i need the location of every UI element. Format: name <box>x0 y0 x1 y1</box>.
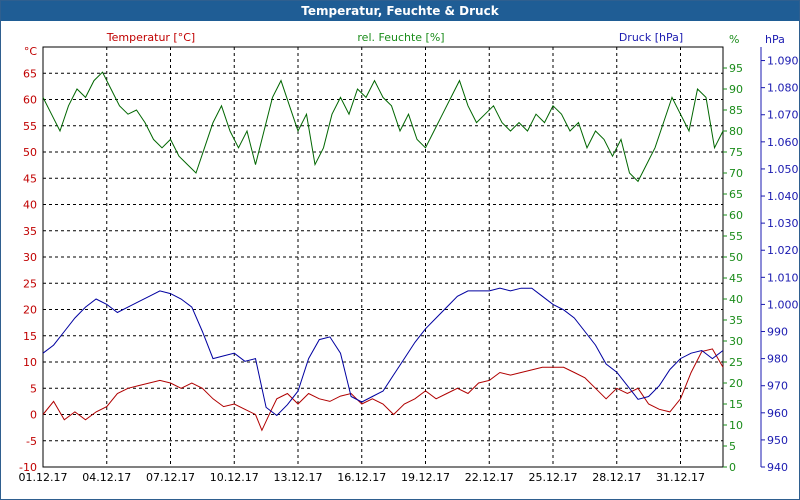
x-tick-label: 31.12.17 <box>656 471 705 484</box>
humidity-tick-label: 10 <box>729 419 743 432</box>
pressure-tick-label: 1.010 <box>767 271 799 284</box>
pressure-tick-label: 1.000 <box>767 298 799 311</box>
pressure-tick-label: 980 <box>767 353 788 366</box>
temperature-tick-label: 30 <box>23 251 37 264</box>
humidity-tick-label: 35 <box>729 314 743 327</box>
x-tick-label: 22.12.17 <box>465 471 514 484</box>
humidity-tick-label: 25 <box>729 356 743 369</box>
pressure-tick-label: 1.090 <box>767 55 799 68</box>
humidity-tick-label: 85 <box>729 104 743 117</box>
temperature-tick-label: 45 <box>23 172 37 185</box>
legend: Temperatur [°C] rel. Feuchte [%] Druck [hP… <box>106 31 683 44</box>
x-tick-label: 07.12.17 <box>146 471 195 484</box>
x-tick-label: 04.12.17 <box>82 471 131 484</box>
legend-entry-humidity: rel. Feuchte [%] <box>357 31 444 44</box>
pressure-tick-label: 950 <box>767 434 788 447</box>
x-tick-label: 19.12.17 <box>401 471 450 484</box>
humidity-tick-label: 0 <box>729 461 736 474</box>
humidity-tick-label: 95 <box>729 62 743 75</box>
x-tick-label: 13.12.17 <box>274 471 323 484</box>
humidity-tick-label: 15 <box>729 398 743 411</box>
pressure-tick-label: 1.060 <box>767 136 799 149</box>
humidity-tick-label: 75 <box>729 146 743 159</box>
temperature-tick-label: 60 <box>23 94 37 107</box>
temperature-tick-label: 5 <box>30 382 37 395</box>
x-tick-label: 16.12.17 <box>337 471 386 484</box>
x-tick-label: 10.12.17 <box>210 471 259 484</box>
x-tick-label: 28.12.17 <box>592 471 641 484</box>
grid-lines <box>43 47 723 468</box>
series-group <box>42 71 724 432</box>
humidity-tick-label: 5 <box>729 440 736 453</box>
humidity-tick-label: 70 <box>729 167 743 180</box>
pressure-tick-label: 1.080 <box>767 82 799 95</box>
temperature-tick-label: 10 <box>23 356 37 369</box>
humidity-line <box>42 71 724 183</box>
pressure-tick-label: 1.070 <box>767 109 799 122</box>
pressure-tick-label: 1.050 <box>767 163 799 176</box>
temperature-tick-label: 15 <box>23 330 37 343</box>
humidity-tick-label: 60 <box>729 209 743 222</box>
chart-title: Temperatur, Feuchte & Druck <box>1 1 799 21</box>
temperature-tick-label: 35 <box>23 225 37 238</box>
temperature-tick-label: 50 <box>23 146 37 159</box>
pressure-tick-label: 960 <box>767 407 788 420</box>
pressure-tick-label: 970 <box>767 380 788 393</box>
pressure-line <box>42 287 724 417</box>
pressure-unit-label: hPa <box>765 33 785 46</box>
temperature-tick-label: 25 <box>23 277 37 290</box>
temperature-tick-label: 0 <box>30 409 37 422</box>
humidity-tick-label: 90 <box>729 83 743 96</box>
pressure-tick-label: 1.040 <box>767 190 799 203</box>
humidity-tick-label: 55 <box>729 230 743 243</box>
pressure-tick-label: 1.020 <box>767 244 799 257</box>
x-tick-label: 01.12.17 <box>19 471 68 484</box>
pressure-tick-label: 940 <box>767 461 788 474</box>
temperature-tick-label: 20 <box>23 304 37 317</box>
humidity-tick-label: 65 <box>729 188 743 201</box>
temperature-tick-label: 55 <box>23 120 37 133</box>
temperature-tick-label: 40 <box>23 199 37 212</box>
humidity-tick-label: 45 <box>729 272 743 285</box>
x-tick-label: 25.12.17 <box>529 471 578 484</box>
legend-entry-temperature: Temperatur [°C] <box>106 31 195 44</box>
chart-svg: 01.12.17 04.12.17 07.12.17 10.12.17 13.12.17… <box>19 31 799 484</box>
pressure-tick-label: 1.030 <box>767 217 799 230</box>
temperature-line <box>42 348 724 432</box>
humidity-unit-label: % <box>729 33 739 46</box>
temperature-tick-label: 65 <box>23 67 37 80</box>
temperature-tick-label: -5 <box>26 435 37 448</box>
humidity-tick-label: 50 <box>729 251 743 264</box>
pressure-tick-label: 990 <box>767 326 788 339</box>
temperature-unit-label: °C <box>24 45 38 58</box>
humidity-tick-label: 40 <box>729 293 743 306</box>
humidity-tick-label: 80 <box>729 125 743 138</box>
axis-ticks: 01.12.17 04.12.17 07.12.17 10.12.17 13.12.17… <box>19 33 799 484</box>
temperature-tick-label: -10 <box>19 461 37 474</box>
humidity-tick-label: 30 <box>729 335 743 348</box>
legend-entry-pressure: Druck [hPa] <box>619 31 683 44</box>
humidity-tick-label: 20 <box>729 377 743 390</box>
